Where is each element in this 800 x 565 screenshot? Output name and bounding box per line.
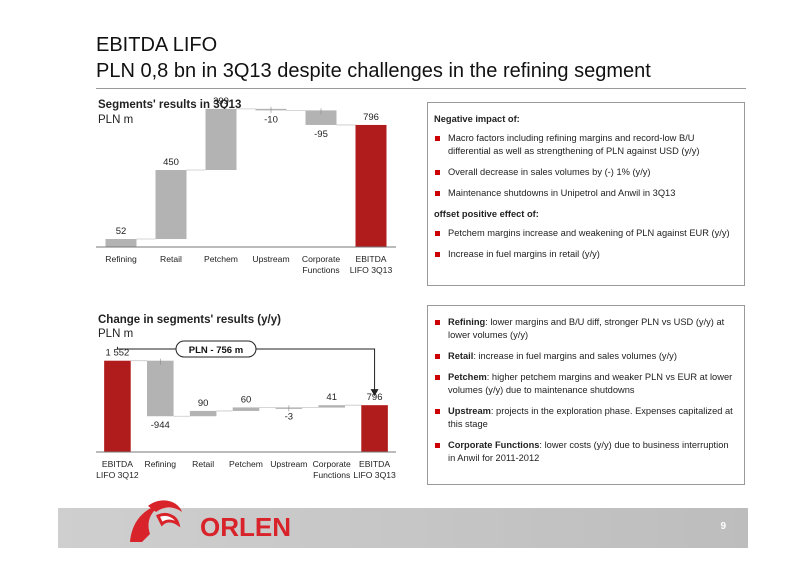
category-label-1: Retail (160, 254, 182, 264)
category-label-5: EBITDA (355, 254, 386, 264)
segment-text: : projects in the exploration phase. Exp… (448, 406, 733, 429)
value-label-3: -10 (264, 114, 278, 125)
value-label-2: 90 (198, 398, 209, 409)
segment-name: Refining (448, 317, 486, 327)
category-label-4: Upstream (270, 459, 307, 469)
list-item: Corporate Functions: lower costs (y/y) d… (434, 439, 736, 465)
value-label-3: 60 (241, 394, 252, 405)
list-item: Retail: increase in fuel margins and sal… (434, 350, 736, 363)
category-label-2: Retail (192, 459, 214, 469)
value-label-1: 450 (163, 157, 179, 168)
segments-explanation-box: Refining: lower margins and B/U diff, st… (427, 305, 745, 485)
orlen-eagle-icon (130, 504, 162, 542)
annotation-pill (175, 340, 257, 358)
logo-wordmark: ORLEN (200, 512, 291, 542)
bar-5 (355, 124, 387, 247)
category-label-5: LIFO 3Q13 (350, 265, 393, 275)
segment-text: : increase in fuel margins and sales vol… (473, 351, 677, 361)
list-item: Petchem: higher petchem margins and weak… (434, 371, 736, 397)
box1-list-positive: Petchem margins increase and weakening o… (434, 227, 736, 261)
category-label-1: Refining (145, 459, 177, 469)
chart1-svg: 52 Refining 450 Retail 399 Petchem -10 Upstream… (96, 96, 396, 275)
category-label-0: EBITDA (102, 459, 133, 469)
box2-list: Refining: lower margins and B/U diff, st… (434, 316, 736, 465)
chart2-subtitle: PLN m (98, 328, 134, 340)
bar-5 (318, 405, 345, 408)
slide-title: EBITDA LIFO PLN 0,8 bn in 3Q13 despite c… (96, 32, 651, 84)
bar-0 (104, 360, 131, 452)
title-divider (96, 88, 746, 89)
category-label-0: LIFO 3Q12 (96, 470, 139, 480)
category-label-3: Petchem (229, 459, 263, 469)
value-label-1: -944 (151, 420, 170, 431)
segment-name: Upstream (448, 406, 491, 416)
annotation-arrow (370, 389, 379, 397)
box1-list-negative: Macro factors including refining margins… (434, 132, 736, 200)
negative-impact-box: Negative impact of: Macro factors includ… (427, 102, 745, 286)
list-item: Petchem margins increase and weakening o… (434, 227, 736, 240)
bar-0 (105, 239, 137, 247)
value-label-6: 796 (367, 392, 383, 403)
orlen-eagle-wing (148, 500, 182, 512)
list-item: Refining: lower margins and B/U diff, st… (434, 316, 736, 342)
category-label-6: LIFO 3Q13 (353, 470, 396, 480)
bar-3 (232, 407, 260, 411)
title-line-2: PLN 0,8 bn in 3Q13 despite challenges in… (96, 60, 651, 82)
chart1-title: Segments' results in 3Q13 (98, 99, 242, 111)
segment-name: Corporate Functions (448, 440, 540, 450)
value-label-4: -95 (314, 129, 328, 140)
segment-name: Petchem (448, 372, 487, 382)
segment-text: : lower margins and B/U diff, stronger P… (448, 317, 725, 340)
segment-text: : higher petchem margins and weaker PLN … (448, 372, 733, 395)
segment-name: Retail (448, 351, 474, 361)
list-item: Overall decrease in sales volumes by (-)… (434, 166, 736, 179)
category-label-2: Petchem (204, 254, 238, 264)
title-line-1: EBITDA LIFO (96, 34, 218, 56)
category-label-3: Upstream (252, 254, 289, 264)
category-label-5: Functions (313, 470, 350, 480)
value-label-2: 399 (213, 96, 229, 107)
annotation-label: PLN - 756 m (189, 345, 243, 356)
value-label-5: 796 (363, 112, 379, 123)
category-label-6: EBITDA (359, 459, 390, 469)
category-label-5: Corporate (313, 459, 351, 469)
segment-text: : lower costs (y/y) due to business inte… (448, 440, 729, 463)
chart1-subtitle: PLN m (98, 114, 134, 126)
category-label-4: Functions (302, 265, 339, 275)
page-number: 9 (720, 521, 726, 532)
category-label-4: Corporate (302, 254, 340, 264)
list-item: Upstream: projects in the exploration ph… (434, 405, 736, 431)
footer-bar: 9 (58, 508, 748, 548)
value-label-0: 1 552 (106, 348, 130, 359)
bar-1 (147, 360, 174, 417)
bar-2 (205, 108, 237, 171)
category-label-0: Refining (105, 254, 137, 264)
list-item: Maintenance shutdowns in Unipetrol and A… (434, 187, 736, 200)
chart2-title: Change in segments' results (y/y) (98, 314, 281, 326)
bar-4 (305, 110, 337, 125)
bar-1 (155, 170, 187, 240)
orlen-logo: ORLEN (130, 500, 291, 542)
bar-6 (361, 405, 388, 452)
value-label-4: -3 (285, 412, 293, 423)
bar-2 (189, 410, 217, 417)
orlen-eagle-head (155, 512, 181, 528)
list-item: Macro factors including refining margins… (434, 132, 736, 158)
box1-heading-negative: Negative impact of: (434, 114, 520, 124)
value-label-5: 41 (326, 392, 337, 403)
list-item: Increase in fuel margins in retail (y/y) (434, 248, 736, 261)
value-label-0: 52 (116, 226, 127, 237)
box1-heading-positive: offset positive effect of: (434, 209, 539, 219)
